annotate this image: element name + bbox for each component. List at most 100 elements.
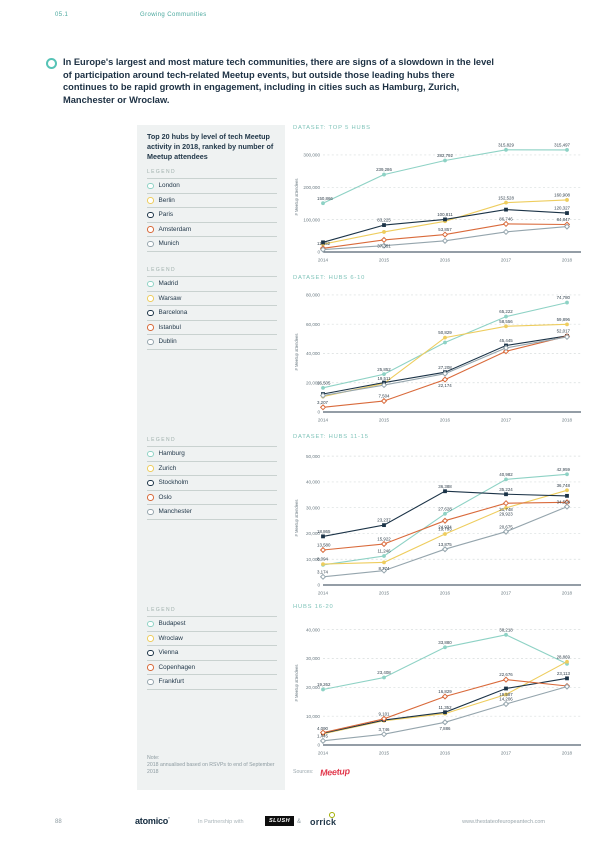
partnership-label: In Partnership with [198, 819, 244, 825]
legend-item-label: Stockholm [158, 479, 189, 487]
svg-text:9,101: 9,101 [379, 711, 391, 716]
svg-text:2018: 2018 [562, 418, 573, 423]
orrick-logo: orrick [310, 812, 336, 827]
svg-text:22,676: 22,676 [499, 672, 513, 677]
legend-item-label: Hamburg [158, 450, 185, 458]
svg-text:74,780: 74,780 [557, 295, 571, 300]
page-number: 88 [55, 819, 62, 825]
intro-block: In Europe's largest and most mature tech… [46, 56, 498, 107]
legend-item-label: Zurich [158, 464, 177, 472]
legend-swatch-icon [147, 295, 154, 302]
svg-text:23,113: 23,113 [557, 671, 571, 676]
legend-item-label: Barcelona [158, 309, 188, 317]
svg-text:11,452: 11,452 [317, 241, 331, 246]
svg-text:2017: 2017 [501, 591, 512, 596]
legend-item-label: Munich [158, 240, 180, 248]
svg-text:25,852: 25,852 [377, 367, 391, 372]
legend-item-label: Budapest [158, 620, 186, 628]
legend-hubs6-10: LEGEND Madrid Warsaw Barcelona Istanbul Dubli… [147, 267, 277, 350]
svg-text:315,497: 315,497 [554, 143, 570, 148]
svg-text:# Meetup attendees: # Meetup attendees [294, 664, 299, 701]
legend-swatch-icon [147, 494, 154, 501]
svg-text:150,866: 150,866 [317, 196, 333, 201]
svg-text:0: 0 [317, 250, 320, 255]
svg-text:4,090: 4,090 [317, 726, 329, 731]
svg-text:10,000: 10,000 [306, 714, 320, 719]
svg-text:2015: 2015 [379, 258, 390, 263]
svg-text:200,000: 200,000 [303, 185, 320, 190]
page-footer: 88 atomico° In Partnership with SLUSH & … [0, 812, 600, 836]
svg-text:42,959: 42,959 [557, 467, 571, 472]
svg-text:100,811: 100,811 [437, 212, 453, 217]
legend-item-label: Frankfurt [158, 678, 185, 686]
legend-swatch-icon [147, 450, 154, 457]
legend-item-label: Dublin [158, 338, 177, 346]
svg-text:315,829: 315,829 [498, 142, 514, 147]
chart-hubs-6-10: 0 20,000 40,000 60,000 80,000 2014 2015 2016 201… [294, 293, 581, 423]
chart-section-hubs16-20: HUBS 16-20 0 10,000 20,000 30,000 40,000 2014… [293, 604, 585, 758]
svg-text:2015: 2015 [379, 751, 390, 756]
svg-text:10,000: 10,000 [306, 557, 320, 562]
legend-item: Amsterdam [147, 223, 277, 237]
legend-item-label: Manchester [158, 508, 192, 516]
svg-text:19,511: 19,511 [377, 376, 391, 381]
svg-text:2014: 2014 [318, 418, 329, 423]
svg-text:160,908: 160,908 [554, 193, 570, 198]
legend-swatch-icon [147, 620, 154, 627]
svg-text:83,225: 83,225 [377, 218, 391, 223]
legend-item-label: Berlin [158, 196, 175, 204]
svg-text:28,869: 28,869 [557, 654, 571, 659]
legend-item-label: Paris [158, 211, 174, 219]
svg-text:11,246: 11,246 [377, 549, 391, 554]
figure-title: Top 20 hubs by level of tech Meetup acti… [147, 132, 274, 161]
section-title: Growing Communities [140, 12, 207, 18]
section-number: 05.1 [55, 12, 69, 18]
legend-item: Oslo [147, 491, 277, 505]
svg-text:59,896: 59,896 [557, 317, 571, 322]
svg-text:2018: 2018 [562, 591, 573, 596]
chart-title: DATASET: HUBS 6-10 [293, 275, 366, 281]
legend-item: Copenhagen [147, 661, 277, 675]
legend-swatch-icon [147, 664, 154, 671]
svg-text:24,934: 24,934 [438, 524, 452, 529]
svg-text:14,206: 14,206 [499, 697, 513, 702]
legend-item-label: Vienna [158, 649, 179, 657]
svg-text:2016: 2016 [440, 258, 451, 263]
svg-text:80,000: 80,000 [306, 293, 320, 298]
charts-column: DATASET: TOP 5 HUBS 0 100,000 200,000 300,0… [293, 125, 585, 790]
svg-text:22,174: 22,174 [438, 383, 452, 388]
svg-text:7,886: 7,886 [440, 726, 452, 731]
svg-text:2017: 2017 [501, 258, 512, 263]
legend-swatch-icon [147, 479, 154, 486]
svg-text:8,774: 8,774 [379, 566, 391, 571]
svg-text:2015: 2015 [379, 418, 390, 423]
svg-text:11,352: 11,352 [438, 705, 452, 710]
svg-text:30,000: 30,000 [306, 505, 320, 510]
legend-item-label: London [158, 182, 180, 190]
chart-section-top5: DATASET: TOP 5 HUBS 0 100,000 200,000 300,0… [293, 125, 585, 265]
legend-swatch-icon [147, 309, 154, 316]
legend-heading: LEGEND [147, 607, 277, 617]
svg-text:2016: 2016 [440, 591, 451, 596]
svg-text:58,556: 58,556 [499, 319, 513, 324]
svg-text:27,628: 27,628 [438, 506, 452, 511]
footnote-label: Note: [147, 755, 160, 761]
svg-text:2014: 2014 [318, 751, 329, 756]
legend-swatch-icon [147, 678, 154, 685]
svg-text:3,746: 3,746 [379, 727, 391, 732]
svg-text:# Meetup attendees: # Meetup attendees [294, 178, 299, 215]
legend-swatch-icon [147, 649, 154, 656]
legend-swatch-icon [147, 226, 154, 233]
svg-text:2018: 2018 [562, 751, 573, 756]
svg-text:23,408: 23,408 [377, 670, 391, 675]
svg-text:3,174: 3,174 [317, 569, 329, 574]
svg-text:20,000: 20,000 [306, 531, 320, 536]
legend-item: Berlin [147, 194, 277, 208]
svg-text:15,922: 15,922 [377, 537, 391, 542]
source-row: Sources: Meetup [293, 766, 351, 778]
svg-text:50,000: 50,000 [306, 454, 320, 459]
svg-text:100,000: 100,000 [303, 217, 320, 222]
ampersand: & [297, 819, 302, 825]
chart-title: HUBS 16-20 [293, 604, 334, 610]
legend-swatch-icon [147, 211, 154, 218]
